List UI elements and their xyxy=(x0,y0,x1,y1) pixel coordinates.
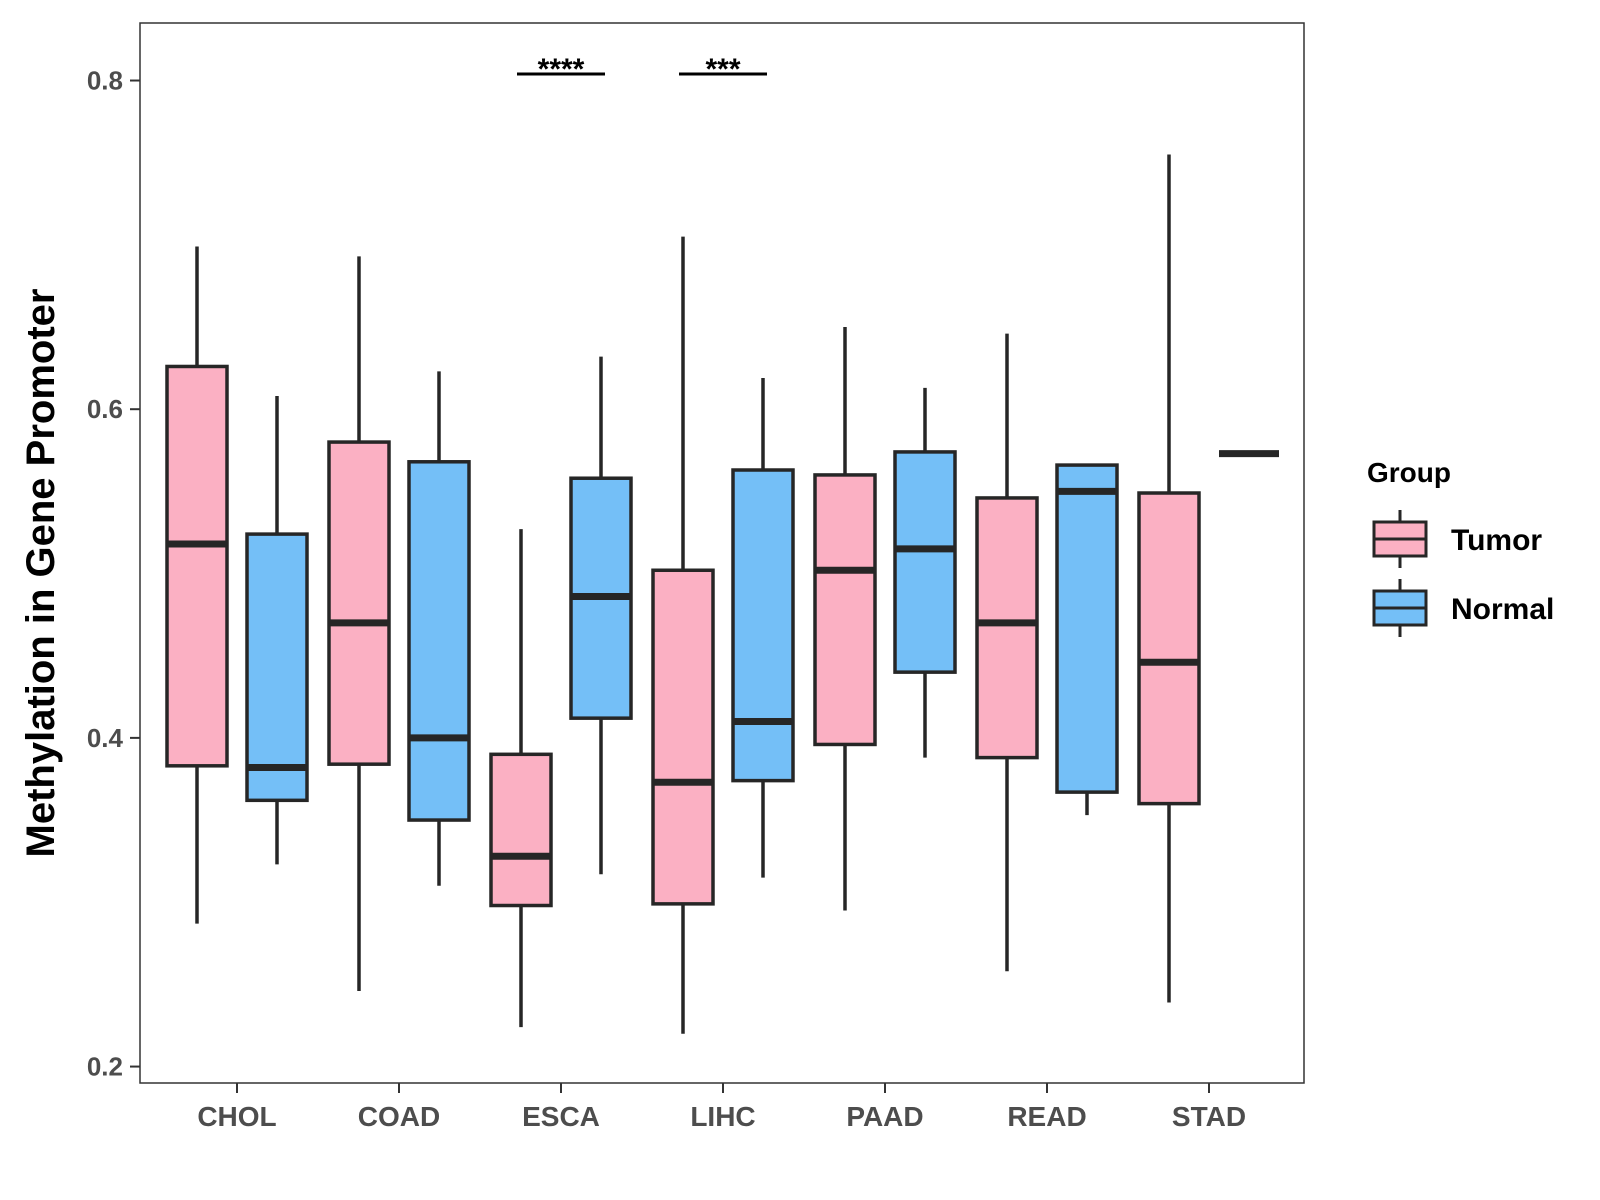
legend-title: Group xyxy=(1367,457,1451,488)
iqr-box xyxy=(893,450,957,674)
iqr-box xyxy=(245,532,309,803)
iqr-box xyxy=(975,496,1039,760)
box-read-tumor xyxy=(975,333,1039,972)
box-lihc-normal xyxy=(731,377,795,878)
y-tick-label: 0.8 xyxy=(87,66,123,96)
iqr-box xyxy=(489,752,553,908)
box-chol-normal xyxy=(245,396,309,865)
plot-marks: **** *** xyxy=(165,53,1279,1034)
significance-label: *** xyxy=(705,53,740,86)
box-esca-tumor xyxy=(489,529,553,1028)
box-coad-normal xyxy=(407,371,471,886)
box-chol-tumor xyxy=(165,246,229,924)
iqr-box xyxy=(407,460,471,822)
y-tick-label: 0.6 xyxy=(87,394,123,424)
box-paad-normal xyxy=(893,387,957,758)
significance-lihc: *** xyxy=(679,53,767,86)
y-axis-title: Methylation in Gene Promoter xyxy=(19,289,63,858)
x-tick-label-read: READ xyxy=(1007,1101,1086,1132)
legend-item-tumor: Tumor xyxy=(1372,510,1542,568)
box-coad-tumor xyxy=(327,256,391,991)
legend-item-normal: Normal xyxy=(1372,579,1554,637)
x-tick-label-stad: STAD xyxy=(1172,1101,1246,1132)
x-tick-label-chol: CHOL xyxy=(197,1101,276,1132)
iqr-box xyxy=(651,568,715,906)
iqr-box xyxy=(731,468,795,783)
box-read-normal xyxy=(1055,463,1119,816)
box-stad-tumor xyxy=(1137,154,1201,1003)
axes: 0.2 0.4 0.6 0.8 CHOL COAD ESCA LIHC PAAD READ STAD xyxy=(87,66,1246,1132)
box-esca-normal xyxy=(569,356,633,875)
iqr-box xyxy=(327,440,391,766)
x-tick-label-paad: PAAD xyxy=(846,1101,923,1132)
y-tick-label: 0.2 xyxy=(87,1052,123,1082)
legend-label: Normal xyxy=(1451,593,1554,626)
iqr-box xyxy=(1055,463,1119,794)
significance-label: **** xyxy=(538,53,585,86)
x-tick-label-lihc: LIHC xyxy=(690,1101,755,1132)
iqr-box xyxy=(1137,491,1201,806)
legend-label: Tumor xyxy=(1451,524,1542,557)
y-tick-label: 0.4 xyxy=(87,723,124,753)
legend: Group Tumor Normal xyxy=(1367,457,1554,637)
box-paad-tumor xyxy=(813,327,877,911)
box-lihc-tumor xyxy=(651,236,715,1034)
significance-esca: **** xyxy=(517,53,605,86)
x-tick-label-coad: COAD xyxy=(358,1101,440,1132)
iqr-box xyxy=(165,364,229,768)
x-tick-label-esca: ESCA xyxy=(522,1101,600,1132)
iqr-box xyxy=(813,473,877,747)
